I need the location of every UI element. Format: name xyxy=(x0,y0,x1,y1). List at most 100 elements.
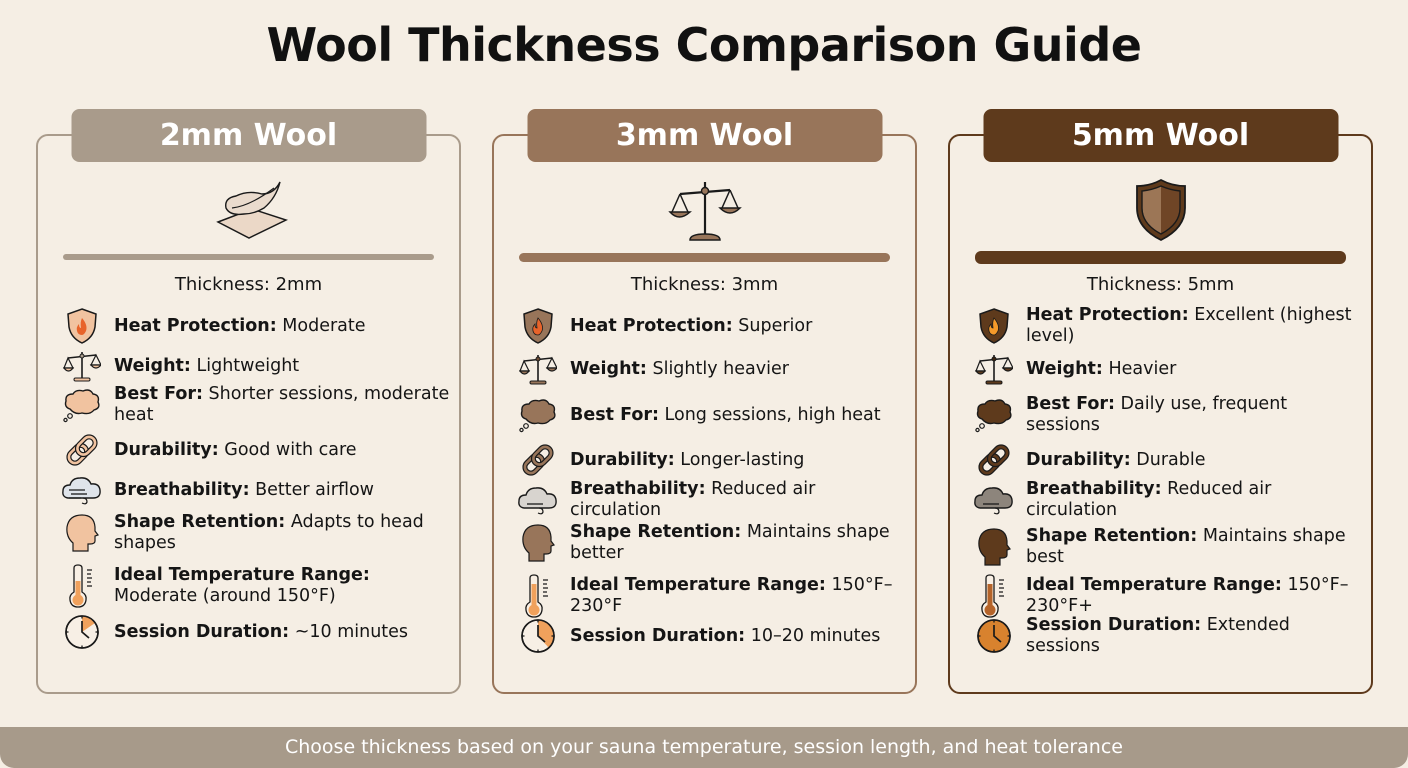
thickness-bar xyxy=(519,252,890,262)
attribute-value: Adapts to head shapes xyxy=(114,512,424,553)
attribute-text: Shape Retention: Maintains shape better xyxy=(570,522,907,564)
attribute-label: Breathability: xyxy=(114,479,250,500)
attribute-row: Session Duration: 10–20 minutes xyxy=(516,616,907,656)
attribute-label: Shape Retention: xyxy=(1026,526,1198,546)
attribute-text: Session Duration: Extended sessions xyxy=(1026,615,1363,657)
flame-shield-icon xyxy=(516,307,560,345)
attribute-value: Better airflow xyxy=(249,479,374,500)
attribute-row: Weight: Heavier xyxy=(972,349,1363,389)
balance-scale-icon xyxy=(660,178,750,244)
attribute-value: Moderate (around 150°F) xyxy=(114,586,336,606)
scale-icon xyxy=(972,350,1016,388)
attribute-row: Weight: Lightweight xyxy=(60,346,451,386)
attribute-value: Good with care xyxy=(218,439,357,460)
flame-shield-icon xyxy=(60,307,104,345)
attribute-text: Session Duration: ~10 minutes xyxy=(114,622,408,643)
attribute-row: Ideal Temperature Range: 150°F–230°F xyxy=(516,572,907,620)
attribute-text: Weight: Heavier xyxy=(1026,359,1176,380)
attribute-text: Ideal Temperature Range: 150°F–230°F xyxy=(570,575,907,617)
attribute-text: Breathability: Reduced air circulation xyxy=(570,479,907,521)
attribute-row: Shape Retention: Adapts to head shapes xyxy=(60,510,451,556)
attribute-row: Breathability: Reduced air circulation xyxy=(972,479,1363,521)
thickness-label: Thickness: 3mm xyxy=(630,274,779,295)
attribute-value: Maintains shape better xyxy=(570,522,890,563)
attribute-row: Shape Retention: Maintains shape better xyxy=(516,520,907,566)
attribute-row: Best For: Daily use, frequent sessions xyxy=(972,392,1363,438)
attribute-row: Best For: Long sessions, high heat xyxy=(516,392,907,438)
attribute-label: Durability: xyxy=(570,449,675,470)
chain-link-icon xyxy=(516,441,560,479)
attribute-label: Ideal Temperature Range: xyxy=(1026,575,1282,595)
thought-cloud-icon xyxy=(60,386,104,424)
attribute-label: Heat Protection: xyxy=(1026,305,1189,325)
attribute-row: Durability: Longer-lasting xyxy=(516,440,907,480)
attribute-label: Breathability: xyxy=(570,479,706,499)
attribute-value: Heavier xyxy=(1102,358,1177,379)
attribute-row: Shape Retention: Maintains shape best xyxy=(972,524,1363,570)
attribute-label: Weight: xyxy=(114,355,191,376)
attribute-label: Weight: xyxy=(1026,358,1103,379)
attribute-text: Weight: Slightly heavier xyxy=(570,359,789,380)
page-title: Wool Thickness Comparison Guide xyxy=(266,18,1142,72)
thickness-label: Thickness: 2mm xyxy=(174,274,323,295)
attribute-text: Best For: Shorter sessions, moderate hea… xyxy=(114,384,451,426)
wind-cloud-icon xyxy=(972,481,1016,519)
head-profile-icon xyxy=(516,524,560,562)
attribute-value: Superior xyxy=(732,315,813,336)
attribute-value: Moderate xyxy=(276,315,366,336)
attribute-row: Durability: Durable xyxy=(972,440,1363,480)
feather-on-fabric-icon xyxy=(204,178,294,244)
attribute-text: Ideal Temperature Range: Moderate (aroun… xyxy=(114,565,451,607)
attribute-value: Durable xyxy=(1130,449,1206,470)
card-header: 3mm Wool xyxy=(527,109,882,162)
attribute-value: 150°F–230°F xyxy=(570,575,893,616)
thickness-label: Thickness: 5mm xyxy=(1086,274,1235,295)
card-header: 2mm Wool xyxy=(71,109,426,162)
wind-cloud-icon xyxy=(60,471,104,509)
clock-icon xyxy=(972,617,1016,655)
attribute-value: Daily use, frequent sessions xyxy=(1026,394,1288,435)
attribute-value: Reduced air circulation xyxy=(1026,479,1272,520)
card-2mm: 2mm Wool Thickness: 2mm Heat Protection: M… xyxy=(36,109,461,694)
attribute-label: Shape Retention: xyxy=(114,512,286,532)
chain-link-icon xyxy=(972,441,1016,479)
attribute-value: Slightly heavier xyxy=(646,358,789,379)
attribute-value: Reduced air circulation xyxy=(570,479,816,520)
thickness-bar xyxy=(975,250,1346,264)
shield-icon xyxy=(1116,178,1206,244)
attribute-text: Shape Retention: Adapts to head shapes xyxy=(114,512,451,554)
attribute-label: Ideal Temperature Range: xyxy=(570,575,826,595)
attribute-label: Breathability: xyxy=(1026,479,1162,499)
attribute-label: Session Duration: xyxy=(1026,615,1202,635)
attribute-row: Breathability: Better airflow xyxy=(60,470,451,510)
thermometer-icon xyxy=(516,574,560,618)
attribute-text: Durability: Durable xyxy=(1026,450,1206,471)
attribute-text: Session Duration: 10–20 minutes xyxy=(570,626,880,647)
flame-shield-icon xyxy=(972,307,1016,345)
attribute-value: ~10 minutes xyxy=(289,621,409,642)
attribute-text: Durability: Longer-lasting xyxy=(570,450,804,471)
attribute-value: Long sessions, high heat xyxy=(658,404,881,425)
attribute-label: Ideal Temperature Range: xyxy=(114,565,370,585)
attribute-value: Maintains shape best xyxy=(1026,526,1346,567)
attribute-label: Session Duration: xyxy=(114,621,290,642)
attribute-row: Breathability: Reduced air circulation xyxy=(516,479,907,521)
attribute-text: Best For: Daily use, frequent sessions xyxy=(1026,394,1363,436)
thought-cloud-icon xyxy=(972,396,1016,434)
attribute-label: Shape Retention: xyxy=(570,522,742,542)
attribute-label: Best For: xyxy=(114,384,203,404)
attribute-row: Heat Protection: Moderate xyxy=(60,306,451,346)
head-profile-icon xyxy=(972,528,1016,566)
thought-cloud-icon xyxy=(516,396,560,434)
attribute-value: Longer-lasting xyxy=(674,449,805,470)
attribute-text: Breathability: Reduced air circulation xyxy=(1026,479,1363,521)
card-3mm: 3mm Wool Thickness: 3mm Heat Protection: S… xyxy=(492,109,917,694)
attribute-text: Breathability: Better airflow xyxy=(114,480,374,501)
attribute-label: Session Duration: xyxy=(570,625,746,646)
attribute-value: Excellent (highest level) xyxy=(1026,305,1352,346)
attribute-row: Ideal Temperature Range: 150°F–230°F+ xyxy=(972,572,1363,620)
attribute-label: Durability: xyxy=(1026,449,1131,470)
thermometer-icon xyxy=(60,564,104,608)
footer-banner: Choose thickness based on your sauna tem… xyxy=(0,727,1408,768)
attribute-label: Durability: xyxy=(114,439,219,460)
